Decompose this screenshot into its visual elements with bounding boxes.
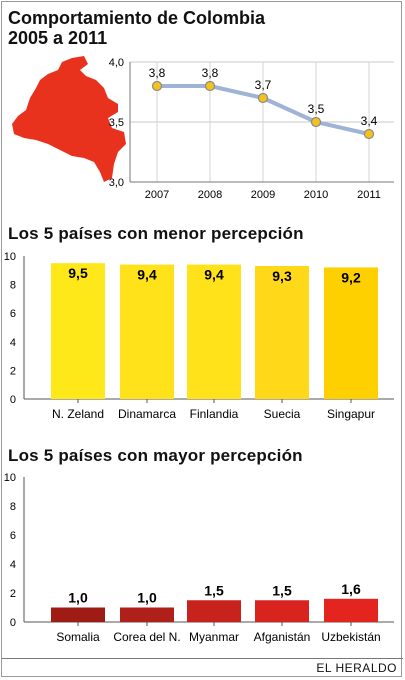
high-chart-bar <box>187 600 241 622</box>
high-chart-data-label: 1,0 <box>68 590 88 606</box>
high-chart-category-label: Myanmar <box>189 630 239 644</box>
high-chart-bar <box>51 607 105 622</box>
low-chart-bar <box>255 266 309 399</box>
line-chart-point <box>363 128 375 140</box>
highest-perception-bar-chart: 10 8 6 4 2 0 1,0 Somalia 1,0 Corea del N. 1,5 Myanm… <box>4 472 394 644</box>
low-chart-y-tick: 4 <box>10 337 16 349</box>
line-chart-data-label: 3,7 <box>255 78 272 92</box>
low-chart-data-label: 9,3 <box>272 268 292 284</box>
line-chart-data-label: 3,8 <box>202 66 219 80</box>
low-chart-category-label: Suecia <box>264 407 301 421</box>
section-title-highest: Los 5 países con mayor percepción <box>8 446 303 465</box>
low-chart-category-label: Finlandia <box>190 407 239 421</box>
high-chart-bar <box>324 598 378 622</box>
line-chart-x-tick: 2008 <box>198 189 222 201</box>
line-chart-point <box>257 92 269 104</box>
high-chart-category-label: Corea del N. <box>113 630 180 644</box>
main-title: Comportamiento de Colombia <box>8 8 266 28</box>
low-chart-bar <box>324 267 378 399</box>
line-chart-x-tick: 2007 <box>145 189 169 201</box>
low-chart-y-tick: 8 <box>10 280 16 292</box>
publisher-credit: EL HERALDO <box>316 661 397 675</box>
high-chart-bar <box>120 607 174 622</box>
high-chart-y-tick: 4 <box>10 559 16 571</box>
line-chart-point <box>151 80 163 92</box>
low-chart-category-label: N. Zeland <box>52 407 104 421</box>
low-chart-y-tick: 0 <box>10 394 16 406</box>
high-chart-category-label: Afganistán <box>254 630 311 644</box>
high-chart-bar <box>255 600 309 622</box>
high-chart-y-tick: 0 <box>10 617 16 629</box>
line-chart-y-tick: 3,5 <box>109 117 124 129</box>
high-chart-data-label: 1,6 <box>341 581 361 597</box>
line-chart-y-tick: 4,0 <box>109 57 124 69</box>
line-chart-point <box>204 80 216 92</box>
low-chart-category-label: Singapur <box>327 407 375 421</box>
low-chart-bar <box>51 263 105 399</box>
footer-divider <box>2 658 403 659</box>
low-chart-y-tick: 2 <box>10 365 16 377</box>
line-chart-point <box>310 116 322 128</box>
high-chart-y-tick: 2 <box>10 588 16 600</box>
low-chart-bar <box>187 264 241 399</box>
high-chart-category-label: Somalia <box>56 630 100 644</box>
colombia-map-shape <box>12 56 126 182</box>
low-chart-data-label: 9,2 <box>341 269 361 285</box>
high-chart-data-label: 1,5 <box>204 582 224 598</box>
low-chart-y-tick: 6 <box>10 308 16 320</box>
high-chart-y-tick: 6 <box>10 530 16 542</box>
line-chart-y-tick: 3,0 <box>109 177 124 189</box>
low-chart-bar <box>120 264 174 399</box>
line-chart-data-label: 3,5 <box>308 102 325 116</box>
line-chart-data-label: 3,4 <box>361 114 378 128</box>
high-chart-data-label: 1,0 <box>137 590 157 606</box>
low-chart-category-label: Dinamarca <box>118 407 176 421</box>
low-chart-data-label: 9,4 <box>204 267 224 283</box>
colombia-map <box>12 56 126 182</box>
trend-line-chart: 4,0 3,5 3,0 2007 2008 2009 2010 2011 3,8 3,8 3,7 3,… <box>109 57 394 201</box>
low-chart-data-label: 9,4 <box>137 267 157 283</box>
low-chart-y-tick: 10 <box>4 251 16 263</box>
line-chart-x-tick: 2010 <box>304 189 328 201</box>
high-chart-y-tick: 10 <box>4 472 16 484</box>
main-title-years: 2005 a 2011 <box>8 28 108 48</box>
high-chart-y-tick: 8 <box>10 501 16 513</box>
line-chart-x-tick: 2009 <box>251 189 275 201</box>
line-chart-data-label: 3,8 <box>149 66 166 80</box>
section-title-lowest: Los 5 países con menor percepción <box>8 224 304 243</box>
high-chart-data-label: 1,5 <box>272 582 292 598</box>
high-chart-category-label: Uzbekistán <box>321 630 380 644</box>
lowest-perception-bar-chart: 10 8 6 4 2 0 9,5 N. Zeland 9,4 Dinamarca 9,4 Finlan… <box>4 251 394 421</box>
low-chart-data-label: 9,5 <box>68 265 88 281</box>
line-chart-x-tick: 2011 <box>357 189 381 201</box>
